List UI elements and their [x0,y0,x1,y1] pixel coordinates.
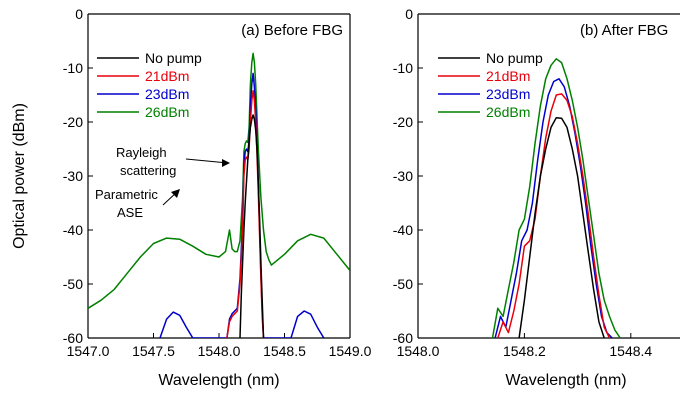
x-tick-label: 1547.0 [67,343,110,359]
y-tick-label: -60 [393,330,413,346]
y-tick-label: -20 [393,114,413,130]
x-axis-label-a: Wavelength (nm) [158,372,279,389]
x-tick-label: 1548.4 [609,343,652,359]
rayleigh-arrow-head [222,159,230,167]
panel-b-title: (b) After FBG [580,22,668,39]
panel-b-legend: No pump 21dBm 23dBm 26dBm [438,50,543,120]
legend-label: No pump [145,50,202,66]
legend-label: 21dBm [486,68,530,84]
y-tick-label: -40 [393,222,413,238]
ase-annotation-line2: ASE [117,205,143,220]
series-line-21dbm [497,93,611,338]
x-tick-label: 1547.5 [132,343,175,359]
y-tick-label: -20 [63,114,83,130]
y-tick-label: -50 [393,276,413,292]
panel-a-title: (a) Before FBG [241,22,343,39]
y-axis-label: Optical power (dBm) [11,103,28,249]
y-tick-label: -30 [393,168,413,184]
panel-b-ticks: 1548.0 1548.2 1548.4 0 -10 -20 -30 -40 -50 -60 [393,6,653,359]
panel-a-series-lines [88,52,350,338]
y-tick-label: -10 [63,60,83,76]
y-tick-label: -60 [63,330,83,346]
panel-a-ticks: 1547.0 1547.5 1548.0 1548.5 1549.0 0 -10 -20 -30… [63,6,372,359]
rayleigh-annotation-line1: Rayleigh [116,145,167,160]
y-tick-label: -10 [393,60,413,76]
ase-annotation-line1: Parametric [95,187,158,202]
legend-label: 23dBm [486,86,530,102]
x-tick-label: 1548.2 [503,343,546,359]
y-tick-label: -50 [63,276,83,292]
x-tick-label: 1548.0 [397,343,440,359]
legend-label: 26dBm [145,104,189,120]
series-line-no-pump [239,114,265,338]
y-tick-label: -40 [63,222,83,238]
x-tick-label: 1548.5 [263,343,306,359]
rayleigh-annotation-line2: scattering [120,163,176,178]
y-tick-label: 0 [405,6,413,22]
panel-a-legend: No pump 21dBm 23dBm 26dBm [97,50,202,120]
series-line-26dbm [491,58,621,338]
panel-a: 1547.0 1547.5 1548.0 1548.5 1549.0 0 -10 -20 -30… [63,6,372,389]
x-axis-label-b: Wavelength (nm) [505,372,626,389]
x-tick-label: 1549.0 [329,343,372,359]
panel-b: 1548.0 1548.2 1548.4 0 -10 -20 -30 -40 -50 -60 (b… [393,6,680,389]
series-line-no-pump [518,116,605,338]
panel-b-series-lines [491,58,621,338]
legend-label: No pump [486,50,543,66]
series-line-26dbm [88,52,350,309]
ase-arrow-head [171,189,180,198]
rayleigh-arrow [185,158,229,164]
legend-label: 23dBm [145,86,189,102]
legend-label: 21dBm [145,68,189,84]
x-tick-label: 1548.0 [198,343,241,359]
legend-label: 26dBm [486,104,530,120]
series-line-23dbm [494,78,613,338]
y-tick-label: 0 [75,6,83,22]
y-tick-label: -30 [63,168,83,184]
